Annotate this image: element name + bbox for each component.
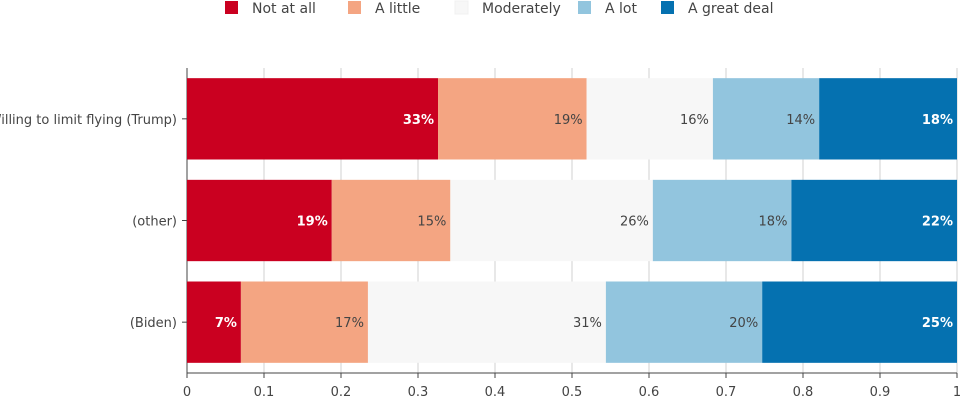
data-label: 16%	[680, 113, 709, 128]
legend-label: Moderately	[482, 1, 561, 17]
y-tick-label: (Biden)	[130, 316, 177, 331]
data-label: 25%	[922, 316, 953, 331]
bar-segment	[438, 78, 587, 160]
x-tick-label: 0.2	[331, 385, 352, 400]
x-tick-label: 0.4	[485, 385, 506, 400]
bar-segment	[240, 281, 368, 363]
data-label: 20%	[729, 316, 758, 331]
x-tick-label: 0.1	[254, 385, 275, 400]
bar-segment	[791, 179, 957, 262]
x-tick-label: 0.5	[562, 385, 583, 400]
data-label: 17%	[335, 316, 364, 331]
data-label: 33%	[403, 113, 434, 128]
bar-segment	[367, 281, 606, 363]
bar-segment	[586, 78, 713, 160]
data-label: 26%	[620, 215, 649, 230]
data-label: 22%	[922, 215, 953, 230]
data-label: 19%	[297, 215, 328, 230]
x-tick-label: 0	[183, 385, 191, 400]
y-tick-label: (other)	[132, 215, 177, 230]
legend-swatch	[661, 1, 674, 14]
legend-label: A great deal	[688, 1, 773, 17]
bar-segment	[712, 78, 820, 160]
y-tick-label: Willing to limit flying (Trump)	[0, 113, 177, 128]
bar-segment	[605, 281, 763, 363]
bar-segment	[187, 78, 439, 160]
data-label: 14%	[786, 113, 815, 128]
x-tick-label: 1	[953, 385, 961, 400]
data-label: 31%	[573, 316, 602, 331]
legend-swatch	[348, 1, 361, 14]
data-label: 7%	[215, 316, 237, 331]
legend-label: Not at all	[252, 1, 316, 17]
legend-swatch	[454, 0, 469, 15]
x-tick-label: 0.7	[716, 385, 737, 400]
x-tick-label: 0.9	[870, 385, 891, 400]
data-label: 18%	[759, 215, 788, 230]
bar-segment	[331, 179, 451, 262]
x-tick-label: 0.6	[639, 385, 660, 400]
bar-segment	[187, 179, 332, 262]
bar-segment	[819, 78, 957, 160]
bar-segment	[762, 281, 957, 363]
data-label: 15%	[417, 215, 446, 230]
legend-label: A little	[375, 1, 420, 17]
bar-segment	[450, 179, 653, 262]
bar-segment	[187, 281, 241, 363]
legend-swatch	[578, 1, 591, 14]
legend-swatch	[225, 1, 238, 14]
legend-label: A lot	[605, 1, 637, 17]
data-label: 19%	[554, 113, 583, 128]
x-tick-label: 0.8	[793, 385, 814, 400]
x-tick-label: 0.3	[408, 385, 429, 400]
data-label: 18%	[922, 113, 953, 128]
bar-segment	[652, 179, 792, 262]
